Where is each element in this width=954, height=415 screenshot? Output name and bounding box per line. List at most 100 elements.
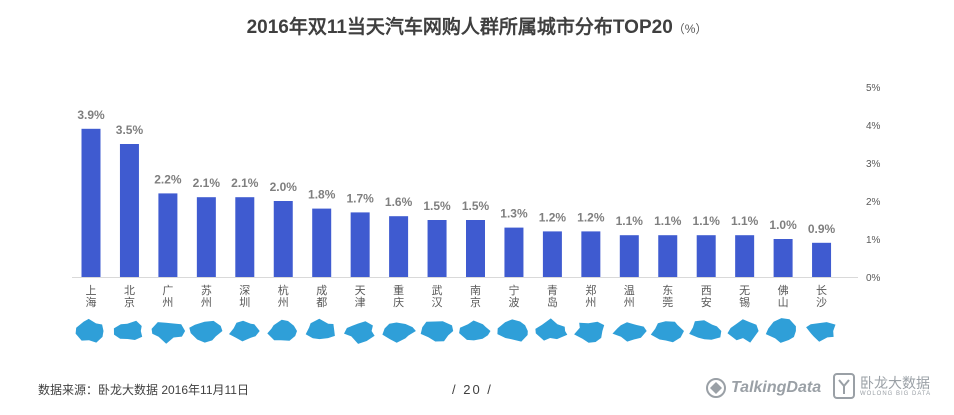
city-map-icon: [420, 321, 454, 342]
data-label: 1.5%: [423, 199, 451, 213]
bar: [581, 231, 601, 277]
y-tick-label: 0%: [866, 273, 881, 284]
chart-unit: （%）: [672, 22, 708, 36]
x-tick-label: 无: [739, 284, 750, 297]
bar: [466, 220, 485, 277]
city-map-icon: [151, 322, 186, 344]
y-tick-label: 2%: [866, 197, 881, 208]
data-label: 2.1%: [231, 176, 259, 190]
city-map-icon: [75, 318, 104, 343]
x-tick-label: 锡: [739, 295, 750, 309]
city-map-icon: [727, 319, 759, 343]
x-tick-label: 青: [547, 284, 558, 297]
x-tick-label: 苏: [201, 284, 212, 297]
data-label: 1.1%: [616, 214, 644, 228]
bar: [773, 239, 793, 277]
x-tick-label: 圳: [239, 296, 250, 309]
data-label: 1.5%: [462, 199, 490, 213]
x-tick-label: 天: [355, 284, 366, 297]
data-label: 1.7%: [346, 191, 374, 205]
x-tick-label: 成: [316, 284, 327, 297]
x-tick-label: 庆: [393, 295, 404, 309]
y-tick-label: 3%: [866, 159, 881, 170]
wolong-logo: 卧龙大数据 WOLONG BIG DATA: [832, 372, 931, 400]
x-tick-label: 安: [701, 295, 712, 309]
data-label: 2.0%: [270, 180, 298, 194]
city-map-icon: [189, 320, 223, 343]
bar: [619, 235, 639, 277]
bar: [812, 242, 832, 277]
bar: [273, 201, 293, 277]
bar: [542, 231, 562, 277]
y-tick-label: 4%: [866, 121, 881, 132]
x-tick-label: 山: [778, 296, 789, 309]
x-tick-label: 沙: [816, 296, 827, 309]
x-tick-label: 州: [162, 296, 173, 309]
x-tick-label: 佛: [778, 284, 789, 297]
data-label: 3.9%: [77, 108, 105, 122]
wolong-logo-subtext: WOLONG BIG DATA: [860, 390, 932, 397]
city-map-icon: [382, 322, 416, 343]
x-tick-label: 州: [624, 296, 635, 309]
city-map-icon: [459, 320, 491, 341]
page-number: / 20 /: [452, 382, 493, 397]
x-tick-label: 武: [432, 284, 443, 297]
city-map-icon: [806, 322, 836, 342]
x-tick-label: 岛: [547, 295, 558, 309]
x-tick-label: 杭: [278, 283, 289, 297]
bar: [235, 197, 255, 277]
bar: [196, 197, 216, 277]
x-tick-label: 津: [355, 296, 366, 309]
data-label: 0.9%: [808, 222, 836, 236]
x-tick-label: 波: [508, 296, 519, 309]
x-tick-label: 长: [816, 284, 827, 297]
x-tick-label: 深: [239, 284, 250, 297]
city-map-icon: [229, 320, 260, 342]
bar: [658, 235, 678, 277]
x-tick-label: 海: [86, 295, 97, 309]
wolong-logo-text: 卧龙大数据: [860, 374, 930, 391]
data-label: 1.6%: [385, 195, 413, 209]
talkingdata-logo: TalkingData: [706, 378, 821, 398]
chart-title: 2016年双11当天汽车网购人群所属城市分布TOP20（%）: [0, 12, 954, 39]
x-tick-label: 州: [278, 296, 289, 309]
bar: [389, 216, 409, 277]
city-map-icon: [497, 319, 528, 342]
city-map-icon: [650, 321, 684, 343]
x-tick-label: 北: [124, 284, 135, 297]
x-tick-label: 宁: [508, 283, 519, 297]
x-tick-label: 莞: [662, 296, 673, 309]
y-tick-label: 1%: [866, 235, 881, 246]
data-label: 1.8%: [308, 188, 336, 202]
bar: [427, 220, 447, 277]
city-map-icon: [689, 320, 722, 340]
x-tick-label: 温: [624, 284, 635, 297]
bar: [504, 227, 524, 277]
x-tick-label: 上: [86, 284, 97, 297]
bar: [696, 235, 716, 277]
data-label: 1.3%: [500, 207, 528, 221]
x-tick-label: 南: [470, 284, 481, 297]
x-tick-label: 京: [124, 295, 135, 309]
bar: [119, 144, 139, 277]
bar: [81, 128, 101, 277]
x-tick-label: 汉: [432, 296, 443, 309]
city-map-icon: [305, 318, 335, 340]
data-label: 1.1%: [731, 214, 759, 228]
city-map-icon: [612, 322, 647, 342]
data-label: 2.1%: [193, 176, 221, 190]
x-tick-label: 京: [470, 295, 481, 309]
city-map-icon: [765, 318, 796, 343]
city-map-icon: [267, 319, 297, 341]
talkingdata-logo-icon: [706, 378, 726, 398]
bar: [312, 208, 332, 277]
city-map-icon: [113, 320, 143, 340]
x-tick-label: 广: [162, 284, 173, 297]
x-tick-label: 郑: [585, 283, 596, 297]
bar: [350, 212, 370, 277]
talkingdata-logo-text: TalkingData: [731, 379, 822, 396]
data-label: 1.1%: [693, 214, 721, 228]
data-source-note: 数据来源：卧龙大数据 2016年11月11日: [38, 383, 249, 397]
city-map-icon: [574, 321, 605, 343]
